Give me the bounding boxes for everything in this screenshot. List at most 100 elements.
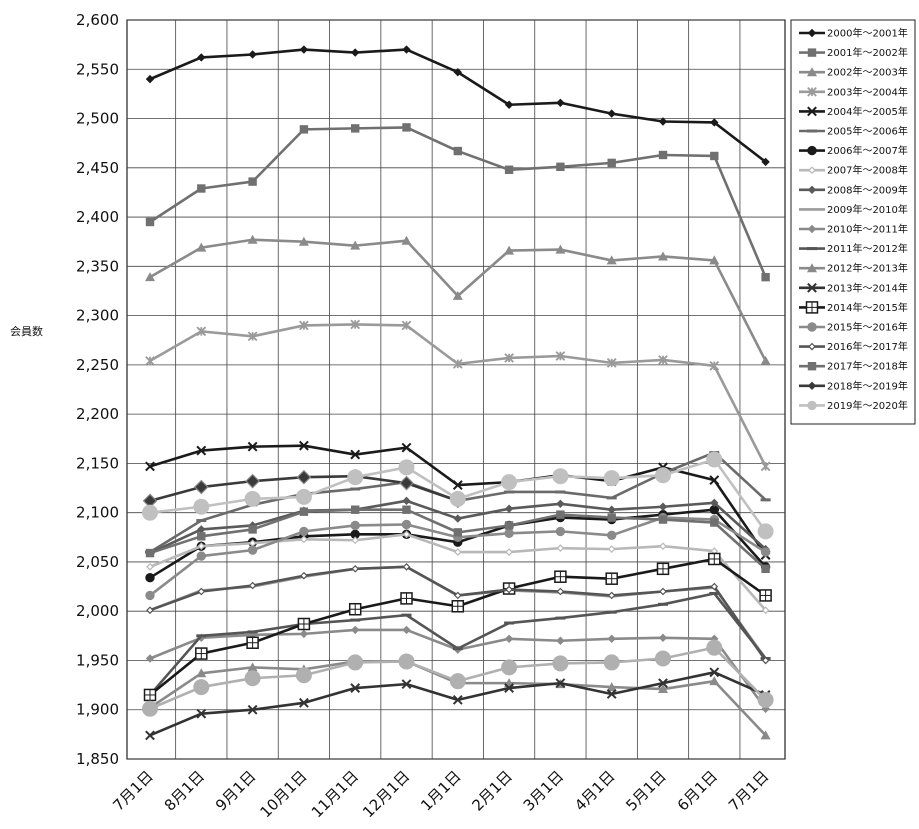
data-point [504,245,515,255]
legend-entry: 2018年～2019年 [799,379,908,392]
legend-label: 2008年～2009年 [827,183,908,196]
data-point [142,700,158,717]
legend-marker [808,166,816,175]
data-point [504,100,514,109]
y-tick-label: 2,500 [76,110,119,128]
data-point [606,358,617,368]
data-point [401,320,412,331]
data-point [401,442,412,453]
data-point [196,445,207,456]
data-point [710,118,719,127]
y-axis-label: 会員数 [10,325,43,338]
legend-entry: 2001年～2002年 [799,46,908,59]
data-point [351,625,360,635]
data-point [401,679,412,690]
y-tick-label: 2,250 [76,356,119,374]
data-point [248,50,257,59]
legend-marker [807,28,817,38]
series-20 [142,451,774,540]
data-point [505,548,513,556]
data-point [146,606,154,615]
data-point [658,678,668,689]
legend-label: 2001年～2002年 [827,46,908,59]
data-point [399,475,414,491]
y-tick-label: 2,000 [76,602,119,620]
data-point [607,513,616,522]
data-point [351,505,360,514]
legend-label: 2002年～2003年 [827,66,908,79]
data-point [247,545,258,555]
data-point [196,242,207,252]
x-tick-label: 9月1日 [212,767,259,814]
data-point [607,530,617,541]
data-point [555,678,566,689]
data-point [757,691,774,708]
data-point [709,255,720,265]
series-14 [145,667,771,741]
data-point [761,704,770,713]
data-point [298,236,309,246]
data-point [197,525,206,534]
data-point [505,585,513,594]
data-point [193,498,210,515]
data-point [145,356,155,366]
legend-label: 2005年～2006年 [827,125,908,138]
legend-marker [807,86,817,97]
series-21 [142,639,774,717]
data-point [351,564,360,573]
data-point [556,636,565,645]
data-point [248,177,257,186]
x-tick-label: 5月1日 [622,767,669,814]
legend-entry: 2003年～2004年 [799,85,908,98]
data-point [452,480,463,490]
legend-marker [808,342,816,351]
data-point [248,581,257,590]
legend-label: 2010年～2011年 [827,223,908,236]
legend-marker [807,67,817,77]
data-point [298,697,309,708]
legend-label: 2009年～2010年 [827,203,908,216]
legend-label: 2004年～2005年 [827,105,908,118]
data-point [709,667,720,678]
data-point [299,45,309,54]
data-point [504,634,514,643]
series-1 [145,45,770,167]
y-tick-label: 2,400 [76,208,119,226]
series-line [149,660,767,737]
data-point [196,708,207,719]
legend-marker [807,322,817,332]
series-13 [145,656,771,740]
series-line [149,238,767,362]
data-point [607,591,616,600]
data-point [196,668,207,678]
data-point [658,502,668,511]
data-point [760,355,771,365]
legend-marker [807,224,817,234]
y-tick-label: 2,350 [76,257,119,275]
x-tick-label: 10月1日 [257,767,311,821]
data-point [299,629,309,639]
data-point [453,514,462,523]
data-point [659,587,667,596]
series-line [149,323,767,467]
data-point [299,125,309,134]
data-point [706,451,723,468]
data-point [247,234,258,244]
legend: 2000年～2001年 2001年～2002年 2002年～2003年 2003年～2… [790,19,916,425]
y-tick-label: 1,900 [76,701,119,719]
legend-marker [807,106,817,117]
data-point [709,361,720,371]
data-point [658,684,668,694]
data-point [299,507,309,516]
data-point [247,441,258,452]
data-point [351,536,360,545]
data-point [197,184,206,193]
data-point [658,355,668,365]
data-point [402,45,411,54]
y-tick-label: 2,550 [76,60,119,78]
series-4 [145,319,771,472]
data-point [248,525,257,534]
data-point [658,515,668,524]
legend-entry: 2014年～2015年 [799,301,908,314]
legend-label: 2015年～2016年 [827,321,908,334]
